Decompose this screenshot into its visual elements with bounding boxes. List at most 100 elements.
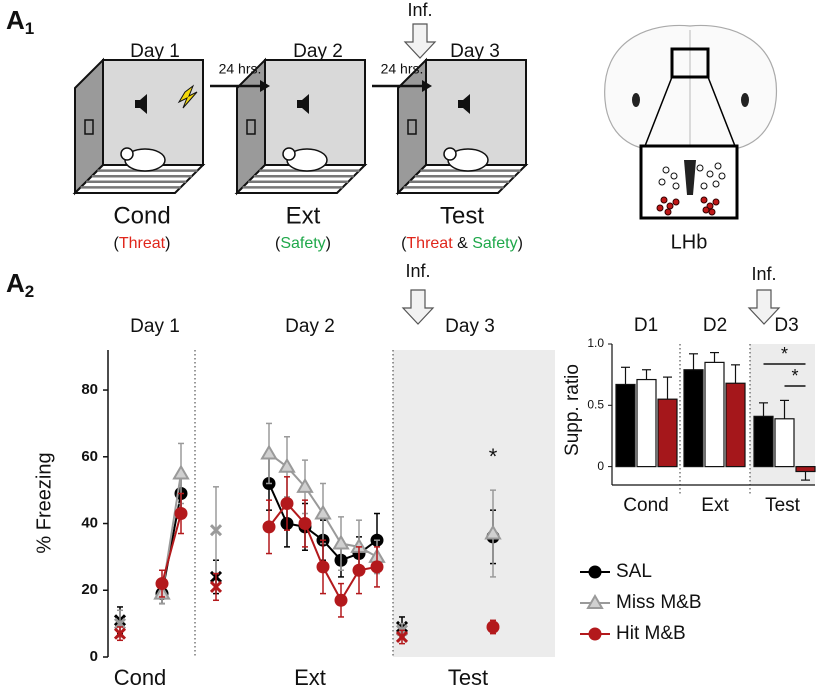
shock [177,84,198,109]
bar [795,466,816,473]
phase-label: Cond [114,665,167,690]
panel-letter: A [6,268,25,298]
marker-triangle [484,524,502,540]
panel-label: A1 [6,5,34,39]
y-axis-label: Supp. ratio [562,364,583,456]
zoom-box [670,47,710,79]
legend-label: Miss M&B [616,592,702,613]
hit-site [660,196,668,204]
habenula [684,160,696,195]
miss-site [714,162,722,170]
hit-site [664,208,672,216]
series-line [161,513,182,584]
cage-floor [395,164,529,194]
panel-label: A2 [6,268,34,302]
bar [774,418,795,468]
speaker [458,94,470,114]
condition-part: Threat [406,235,453,252]
miss-site [658,178,666,186]
miss-site [672,182,680,190]
category-label: D1 [634,315,658,336]
hit-site [672,198,680,206]
condition-part: Safety [472,235,517,252]
phase-label: Cond [113,202,170,229]
ventricle [741,93,749,107]
miss-site [700,182,708,190]
y-tick-label: 40 [81,514,98,531]
hit-site [656,204,664,212]
bar [636,378,657,468]
hit-site [708,208,716,216]
marker-circle [588,565,602,579]
cage-floor [72,164,206,194]
hit-site [712,198,720,206]
series [113,422,502,638]
hit-site [706,202,714,210]
bar [657,398,678,468]
rat-head [443,147,457,161]
marker-triangle [278,457,296,473]
cage-floor [234,164,368,194]
condition-part: ( [401,235,407,252]
ventricle [632,93,640,107]
brain-outline [604,24,777,151]
baseline-cross [113,617,127,630]
infusion-arrow [403,23,437,59]
phase-label: Ext [286,202,321,229]
marker-triangle [296,477,314,493]
bar [753,415,774,468]
panel-sub: 2 [25,282,34,301]
marker-triangle [332,534,350,550]
y-tick-label: 1.0 [587,336,604,350]
condition-label: (Safety) [275,235,331,252]
marker-circle [334,593,348,607]
y-tick-label: 0.5 [587,397,604,411]
interval-label: 24 hrs. [381,61,424,77]
lever [407,119,417,135]
miss-site [718,172,726,180]
marker-circle [588,627,602,641]
condition-part: ( [275,235,281,252]
hit-site [666,202,674,210]
baseline-cross [395,630,409,644]
category-label: D2 [703,315,727,336]
significance: * [781,344,788,364]
lever [84,119,94,135]
arrow-head [260,80,270,92]
marker-circle [352,563,366,577]
zoom-line [644,76,673,147]
speaker [297,94,309,114]
infusion-label: Inf. [405,261,430,281]
y-tick-label: 0 [597,459,604,473]
phase-label: Test [765,495,801,516]
miss-site [662,166,670,174]
infusion-label: Inf. [407,0,432,20]
category-label: D3 [774,315,798,336]
panel-letter: A [6,5,25,35]
condition-part: ( [114,235,120,252]
condition-part: ) [518,235,523,252]
y-tick-label: 0 [90,648,98,665]
phase-label: Test [440,202,484,229]
phase-label: Cond [623,495,668,516]
condition-part: Threat [119,235,166,252]
marker-circle [486,620,500,634]
bar [725,382,746,468]
speaker [135,94,147,114]
region-label: LHb [671,231,708,253]
session-shade [393,350,555,657]
condition-part: Safety [280,235,325,252]
baseline-cross [209,580,223,593]
bar [683,369,704,468]
rat-head [120,147,134,161]
day-title: Day 3 [450,41,500,62]
marker-triangle [314,504,332,520]
infusion-label: Inf. [751,264,776,284]
condition-label: (Threat) [114,235,171,252]
condition-label: (Threat & Safety) [401,235,523,252]
legend-label: Hit M&B [616,623,686,644]
hit-site [702,206,710,214]
condition-part: ) [165,235,170,252]
marker-circle [155,577,169,591]
